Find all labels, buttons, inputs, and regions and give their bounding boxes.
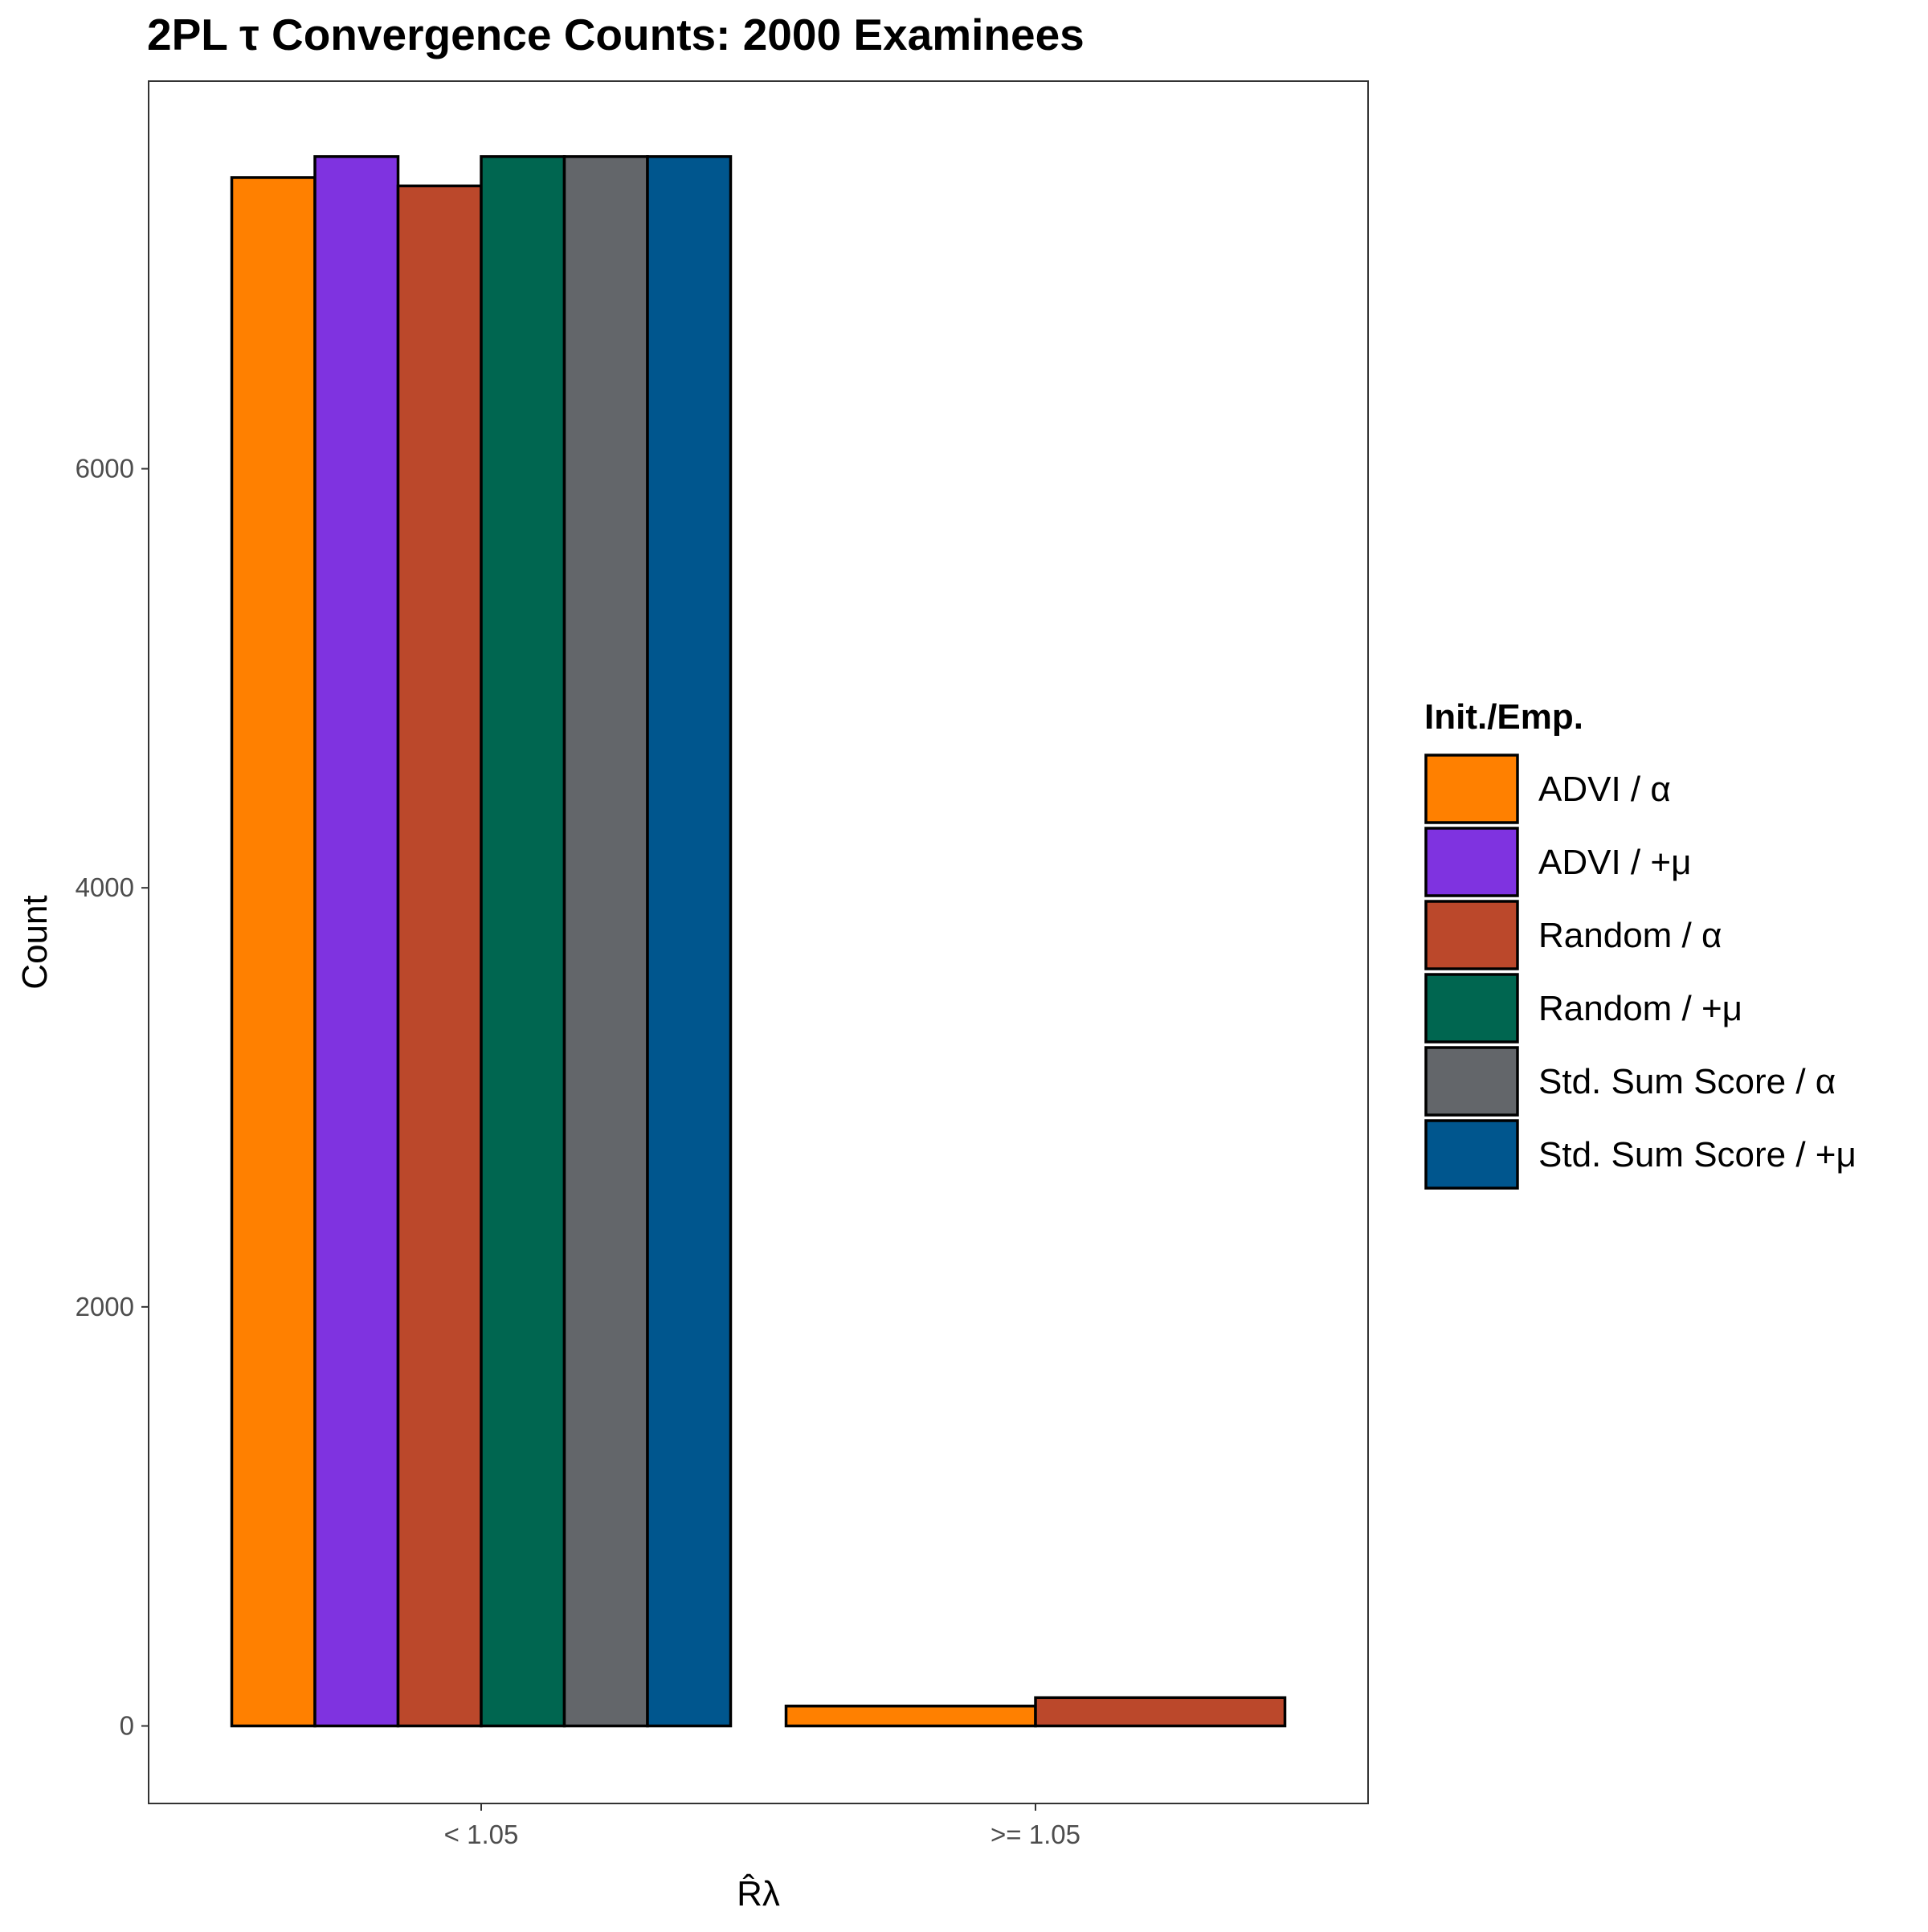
legend-swatch — [1424, 973, 1519, 1044]
legend-label: ADVI / +μ — [1538, 843, 1691, 882]
legend-item: ADVI / α — [1424, 754, 1671, 824]
legend-label: Std. Sum Score / +μ — [1538, 1135, 1857, 1174]
y-axis-title: Count — [15, 895, 55, 989]
legend-item: Std. Sum Score / α — [1424, 1046, 1836, 1117]
y-tick-label: 0 — [120, 1710, 134, 1740]
bar — [562, 155, 649, 1728]
bar — [1034, 1696, 1287, 1728]
bar — [480, 155, 566, 1728]
bar — [230, 176, 317, 1728]
legend-label: Std. Sum Score / α — [1538, 1062, 1836, 1101]
x-tick-label: >= 1.05 — [991, 1820, 1080, 1849]
legend-item: Random / +μ — [1424, 973, 1742, 1044]
legend-swatch — [1424, 1119, 1519, 1190]
bar — [396, 184, 483, 1728]
bar — [313, 155, 400, 1728]
chart-title: 2PL τ Convergence Counts: 2000 Examinees — [147, 10, 1084, 59]
x-tick-label: < 1.05 — [444, 1820, 519, 1849]
y-tick-label: 4000 — [76, 872, 134, 902]
legend-label: ADVI / α — [1538, 770, 1671, 809]
y-axis: 0 2000 4000 6000 — [76, 454, 149, 1740]
legend-title: Init./Emp. — [1424, 697, 1583, 737]
bar — [784, 1704, 1037, 1728]
y-tick-label: 2000 — [76, 1292, 134, 1321]
y-tick-label: 6000 — [76, 454, 134, 484]
bars-layer — [230, 155, 1287, 1728]
legend-label: Random / +μ — [1538, 989, 1742, 1028]
legend-items: ADVI / α ADVI / +μ Random / α Random / +μ St… — [1424, 754, 1857, 1190]
x-axis: < 1.05 >= 1.05 — [444, 1803, 1080, 1849]
legend-swatch — [1424, 827, 1519, 897]
legend-item: Random / α — [1424, 900, 1722, 970]
legend-swatch — [1424, 754, 1519, 824]
legend-swatch — [1424, 1046, 1519, 1117]
bar — [646, 155, 733, 1728]
legend-swatch — [1424, 900, 1519, 970]
legend: Init./Emp. ADVI / α ADVI / +μ Random / α Ra… — [1424, 697, 1857, 1190]
legend-label: Random / α — [1538, 916, 1722, 955]
legend-item: Std. Sum Score / +μ — [1424, 1119, 1857, 1190]
x-axis-title: R̂λ — [737, 1873, 780, 1914]
legend-item: ADVI / +μ — [1424, 827, 1691, 897]
